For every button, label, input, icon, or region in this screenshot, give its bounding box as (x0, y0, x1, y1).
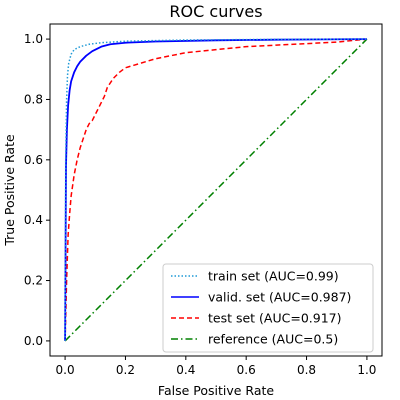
x-axis-label: False Positive Rate (158, 383, 274, 398)
x-tick-label: 0.2 (116, 363, 135, 377)
x-tick-label: 0.6 (237, 363, 256, 377)
y-tick-label: 1.0 (24, 32, 43, 46)
legend-label-1: valid. set (AUC=0.987) (208, 290, 351, 305)
x-tick-label: 0.0 (56, 363, 75, 377)
y-tick-label: 0.2 (24, 274, 43, 288)
y-tick-label: 0.8 (24, 92, 43, 106)
axis-ticks: 0.0 0.2 0.4 0.6 0.8 1.0 0.0 0.2 0.4 0.6 0.8 1.0 (24, 32, 377, 377)
series-line-2 (64, 38, 367, 341)
plot-frame (49, 23, 383, 357)
series-line-3 (64, 38, 368, 342)
legend-box (162, 263, 374, 353)
x-tick-label: 0.4 (176, 363, 195, 377)
chart-title: ROC curves (169, 2, 262, 21)
x-tick-label: 0.8 (297, 363, 316, 377)
legend: train set (AUC=0.99) valid. set (AUC=0.98… (162, 263, 374, 353)
series-layer (64, 38, 368, 342)
legend-label-3: reference (AUC=0.5) (208, 332, 338, 347)
series-line-1 (64, 38, 367, 341)
series-line-0 (64, 38, 367, 341)
y-tick-label: 0.4 (24, 213, 43, 227)
legend-label-0: train set (AUC=0.99) (208, 269, 339, 284)
y-tick-label: 0.6 (24, 153, 43, 167)
y-axis-label: True Positive Rate (2, 134, 17, 247)
legend-label-2: test set (AUC=0.917) (208, 311, 342, 326)
y-tick-label: 0.0 (24, 334, 43, 348)
x-tick-label: 1.0 (357, 363, 376, 377)
